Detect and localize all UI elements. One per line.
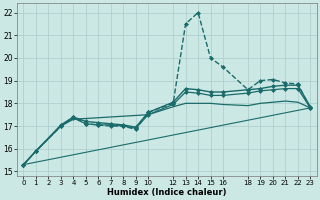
X-axis label: Humidex (Indice chaleur): Humidex (Indice chaleur) (107, 188, 227, 197)
